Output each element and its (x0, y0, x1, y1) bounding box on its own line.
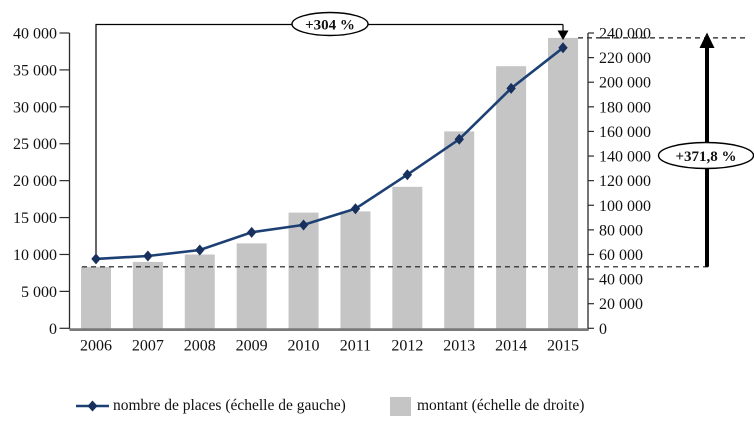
left-axis-tick-label: 25 000 (13, 136, 57, 153)
montant-bar (184, 254, 215, 329)
left-axis-tick-label: 30 000 (13, 99, 57, 116)
places-marker (298, 219, 309, 231)
montant-bar (340, 211, 371, 329)
montant-bar (444, 131, 475, 329)
montant-bar (496, 66, 527, 329)
places-marker (558, 42, 568, 54)
places-marker (506, 82, 516, 94)
left-axis-tick-label: 5 000 (21, 284, 57, 301)
left-axis-tick-label: 35 000 (13, 62, 57, 79)
right-axis-tick-label: 0 (599, 321, 607, 338)
year-label: 2010 (288, 338, 320, 355)
growth-montant-arrowhead (699, 32, 715, 48)
places-marker (143, 250, 153, 262)
legend-label-montant: montant (échelle de droite) (417, 397, 585, 414)
right-axis-tick-label: 240 000 (599, 26, 651, 43)
right-axis-tick-label: 120 000 (599, 173, 651, 190)
left-axis-tick-label: 0 (49, 321, 57, 338)
growth-places-annotation-line (95, 23, 292, 254)
growth-places-label: +304 % (305, 17, 355, 33)
bar-swatch-icon (390, 396, 411, 416)
places-line (95, 46, 564, 261)
growth-montant-label: +371,8 % (675, 149, 736, 165)
year-label: 2007 (132, 338, 164, 355)
places-marker (91, 253, 101, 265)
montant-bar (392, 186, 423, 329)
legend-item-montant: montant (échelle de droite) (390, 392, 584, 420)
places-marker (350, 203, 361, 215)
growth-places-arrowhead (557, 30, 569, 40)
year-label: 2008 (184, 338, 216, 355)
year-label: 2015 (547, 338, 579, 355)
year-label: 2009 (236, 338, 268, 355)
places-marker (246, 226, 257, 238)
year-label: 2006 (80, 338, 112, 355)
right-axis-tick-label: 60 000 (599, 247, 643, 264)
year-label: 2013 (443, 338, 475, 355)
right-axis-tick-label: 40 000 (599, 272, 643, 289)
legend-item-places: nombre de places (échelle de gauche) (76, 392, 346, 420)
left-axis-tick-label: 10 000 (13, 247, 57, 264)
left-axis-tick-label: 20 000 (13, 173, 57, 190)
montant-bar (548, 37, 579, 330)
right-axis-tick-label: 140 000 (599, 149, 651, 166)
year-label: 2011 (340, 338, 371, 355)
right-axis-tick-label: 80 000 (599, 222, 643, 239)
right-axis-tick-label: 180 000 (599, 99, 651, 116)
montant-bar (236, 243, 267, 329)
places-marker (195, 244, 205, 256)
montant-bar (81, 266, 111, 329)
right-axis-tick-label: 160 000 (599, 124, 651, 141)
year-label: 2014 (495, 338, 527, 355)
left-axis-tick-label: 40 000 (13, 26, 57, 43)
right-axis-tick-label: 200 000 (599, 75, 651, 92)
right-axis-tick-label: 100 000 (599, 198, 651, 215)
chart-legend: nombre de places (échelle de gauche) mon… (0, 392, 754, 422)
montant-bar (132, 261, 163, 329)
places-marker (402, 169, 413, 181)
right-axis-tick-label: 220 000 (599, 50, 651, 67)
montant-bar (288, 212, 319, 329)
left-axis-tick-label: 15 000 (13, 210, 57, 227)
growth-places-ellipse (291, 11, 369, 37)
right-axis-tick-label: 20 000 (599, 296, 643, 313)
places-marker (454, 133, 464, 145)
legend-label-places: nombre de places (échelle de gauche) (113, 397, 346, 414)
line-diamond-marker-icon (76, 400, 109, 412)
year-label: 2012 (391, 338, 423, 355)
